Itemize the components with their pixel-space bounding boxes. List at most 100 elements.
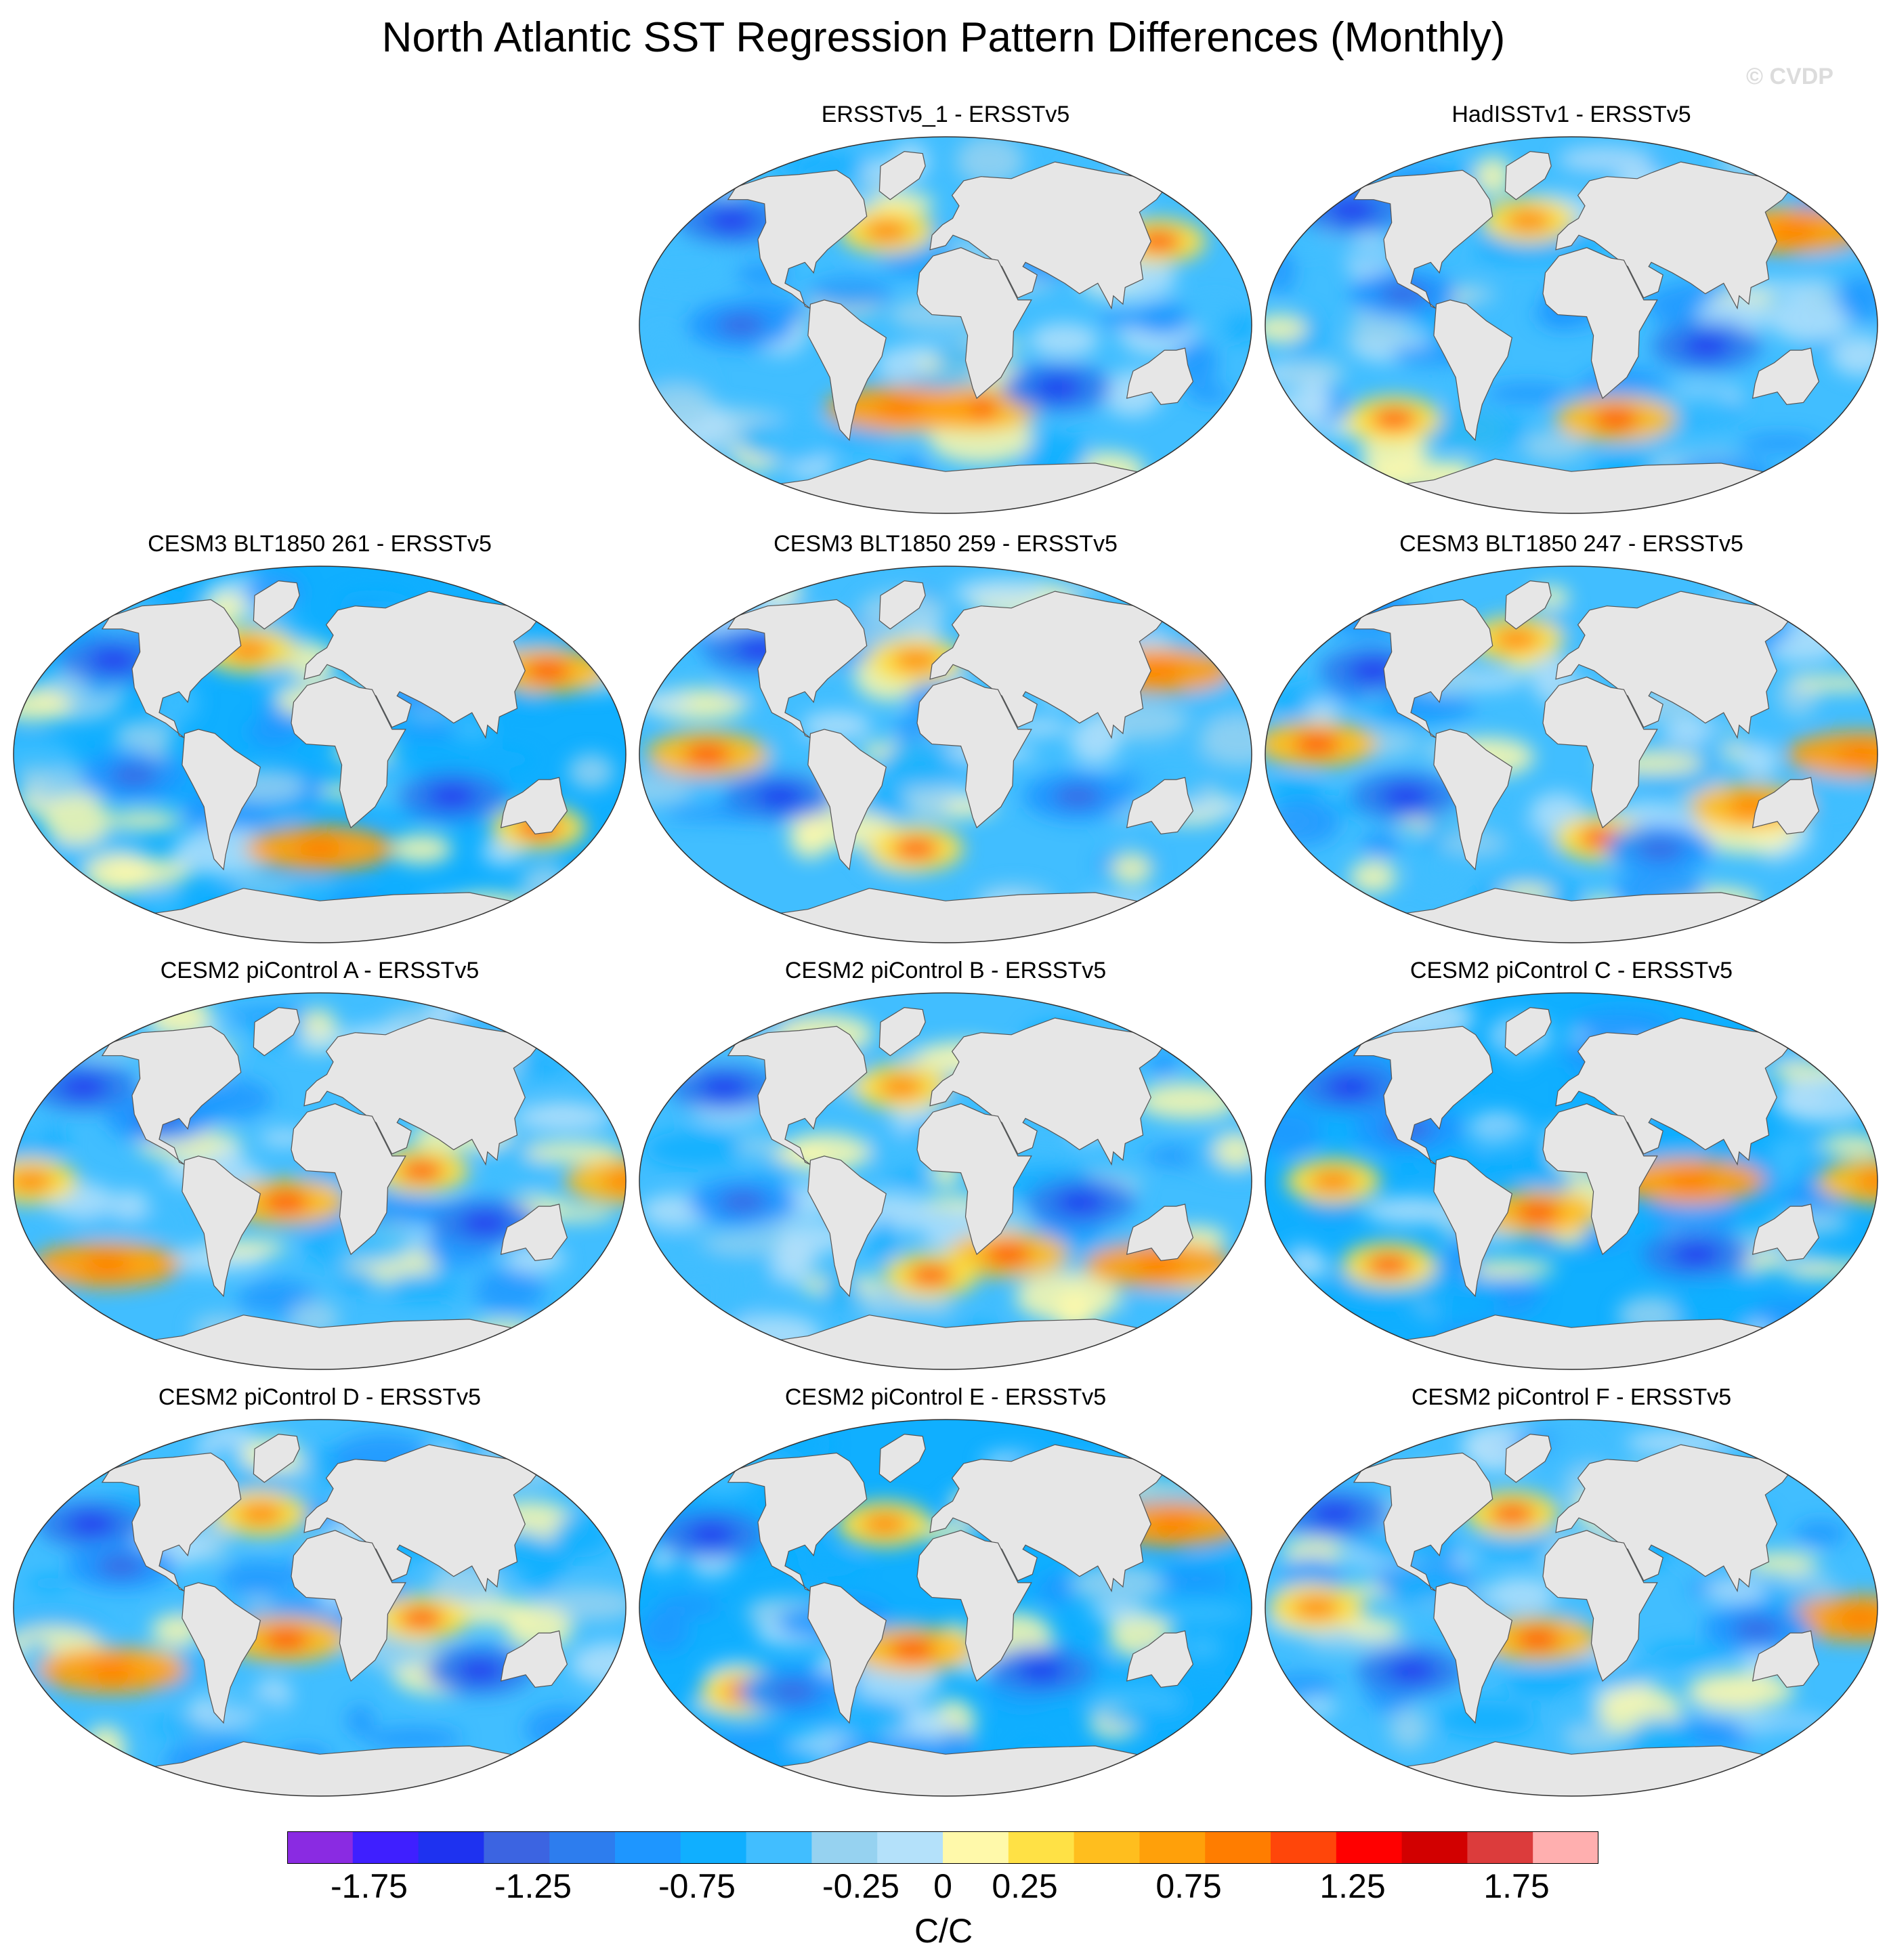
anomaly-blob bbox=[1265, 1108, 1321, 1154]
land-eurasia bbox=[303, 1444, 543, 1593]
land-antarctica bbox=[747, 1741, 1158, 1796]
colorbar-tick-label: -1.75 bbox=[331, 1867, 408, 1905]
land-greenland bbox=[1504, 1433, 1552, 1483]
colorbar-tick-label: -1.25 bbox=[494, 1867, 572, 1905]
map-svg bbox=[639, 566, 1252, 943]
anomaly-blob bbox=[1182, 1636, 1223, 1659]
warm-anomaly-core bbox=[889, 1638, 936, 1661]
land-eurasia bbox=[929, 161, 1169, 310]
colorbar-swatch bbox=[1533, 1831, 1598, 1864]
land-north-america bbox=[1353, 1452, 1493, 1592]
anomaly-blob bbox=[389, 834, 452, 864]
warm-anomaly-core bbox=[89, 1659, 135, 1682]
colorbar-swatch bbox=[1336, 1831, 1403, 1864]
warm-anomaly-core bbox=[263, 1628, 310, 1650]
watermark: © CVDP bbox=[1746, 64, 1833, 89]
colorbar-tick-label: 0.75 bbox=[1155, 1867, 1222, 1905]
anomaly-blob bbox=[956, 137, 1024, 186]
anomaly-blob bbox=[110, 1191, 150, 1218]
cool-anomaly-core bbox=[1053, 785, 1103, 807]
land-greenland bbox=[253, 580, 300, 630]
anomaly-blob bbox=[469, 750, 535, 769]
anomaly-blob bbox=[1775, 1076, 1878, 1125]
land-africa bbox=[1542, 1530, 1658, 1682]
land-south-america bbox=[1433, 299, 1512, 442]
anomaly-blob bbox=[639, 691, 692, 712]
warm-anomaly-core bbox=[1489, 1503, 1535, 1525]
map-outline bbox=[1265, 992, 1878, 1370]
cool-anomaly-core bbox=[769, 1680, 818, 1703]
land-north-america bbox=[1353, 169, 1493, 309]
map-svg bbox=[1265, 566, 1878, 943]
land-australia bbox=[500, 777, 568, 835]
colorbar-swatch bbox=[1271, 1831, 1337, 1864]
anomaly-blob bbox=[1305, 1636, 1413, 1653]
land-north-america bbox=[101, 1025, 242, 1165]
colorbar-tick-label: 0.25 bbox=[992, 1867, 1058, 1905]
land-antarctica bbox=[747, 1315, 1158, 1369]
land-antarctica bbox=[121, 888, 532, 943]
land-south-america bbox=[182, 1155, 261, 1298]
anomaly-blob bbox=[522, 1543, 564, 1596]
land-africa bbox=[916, 247, 1032, 400]
land-africa bbox=[1542, 677, 1658, 829]
warm-anomaly-core bbox=[14, 1170, 54, 1192]
map-svg bbox=[1265, 136, 1878, 514]
anomaly-blob bbox=[1557, 146, 1653, 173]
anomaly-blob bbox=[639, 1235, 716, 1273]
land-eurasia bbox=[303, 1017, 543, 1166]
anomaly-blob bbox=[1149, 1050, 1179, 1077]
anomaly-blob bbox=[639, 383, 713, 428]
map-panel: CESM2 piControl C - ERSSTv5 bbox=[1264, 956, 1879, 1372]
anomaly-blob bbox=[1089, 1603, 1149, 1621]
colorbar-swatch bbox=[1467, 1831, 1533, 1864]
colorbar-swatch bbox=[943, 1831, 1009, 1864]
land-eurasia bbox=[929, 1017, 1169, 1166]
anomaly-blob bbox=[1097, 1709, 1197, 1728]
anomaly-blob bbox=[1563, 1724, 1622, 1752]
colorbar-tick-label: -0.75 bbox=[658, 1867, 736, 1905]
warm-anomaly-core bbox=[1837, 1607, 1878, 1629]
cool-anomaly-core bbox=[109, 764, 158, 786]
anomaly-blob bbox=[524, 1141, 622, 1163]
anomaly-blob bbox=[104, 810, 182, 830]
anomaly-blob bbox=[215, 1145, 243, 1167]
colorbar-swatch bbox=[287, 1831, 354, 1864]
land-eurasia bbox=[303, 591, 543, 740]
anomaly-blob bbox=[639, 240, 734, 286]
panel-title: ERSSTv5_1 - ERSSTv5 bbox=[821, 102, 1070, 127]
land-north-america bbox=[101, 599, 242, 738]
anomaly-blob bbox=[14, 688, 72, 723]
anomaly-blob bbox=[1436, 1700, 1537, 1739]
colorbar-swatch bbox=[352, 1831, 419, 1864]
land-greenland bbox=[253, 1433, 300, 1483]
anomaly-blob bbox=[553, 1513, 614, 1558]
map-svg bbox=[1265, 1419, 1878, 1797]
anomaly-blob bbox=[83, 853, 155, 895]
anomaly-blob bbox=[1037, 1574, 1075, 1604]
land-greenland bbox=[878, 150, 926, 200]
anomaly-blob bbox=[14, 734, 75, 776]
panel-title: CESM2 piControl F - ERSSTv5 bbox=[1411, 1384, 1732, 1410]
land-africa bbox=[1542, 1103, 1658, 1256]
warm-anomaly-core bbox=[603, 1170, 626, 1192]
anomaly-blob bbox=[645, 1130, 748, 1168]
map-panel: CESM2 piControl E - ERSSTv5 bbox=[638, 1383, 1253, 1799]
warm-anomaly-core bbox=[1371, 408, 1418, 430]
anomaly-blob bbox=[1542, 1435, 1595, 1470]
map-panel: CESM2 piControl B - ERSSTv5 bbox=[638, 956, 1253, 1372]
cool-anomaly-core bbox=[67, 1513, 116, 1535]
anomaly-blob bbox=[1347, 1617, 1402, 1639]
warm-anomaly-core bbox=[398, 1159, 445, 1182]
warm-anomaly-core bbox=[297, 838, 343, 859]
land-antarctica bbox=[747, 459, 1158, 513]
cool-anomaly-core bbox=[88, 649, 137, 671]
warm-anomaly-core bbox=[908, 1264, 954, 1286]
anomaly-blob bbox=[648, 1549, 676, 1570]
land-eurasia bbox=[1555, 1017, 1795, 1166]
map-outline bbox=[1265, 566, 1878, 943]
land-greenland bbox=[878, 1006, 926, 1057]
warm-anomaly-core bbox=[1293, 1597, 1340, 1619]
anomaly-blob bbox=[430, 1562, 489, 1602]
anomaly-blob bbox=[1333, 247, 1398, 262]
